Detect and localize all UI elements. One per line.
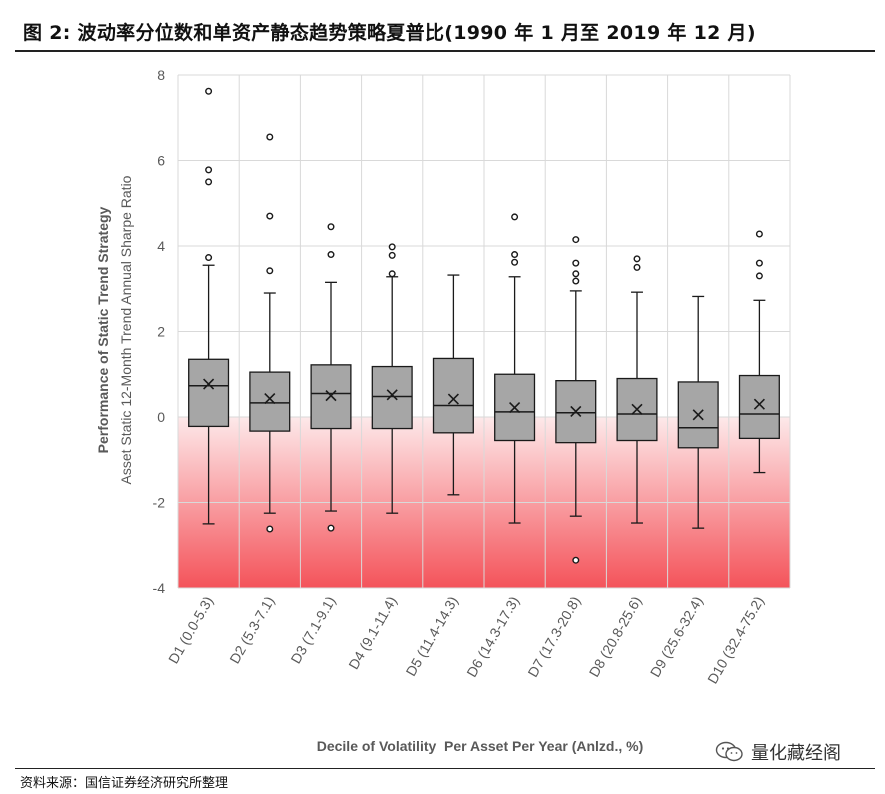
outlier-point — [572, 270, 580, 278]
outlier-point — [572, 236, 580, 244]
x-tick-label: D9 (25.6-32.4) — [647, 594, 706, 680]
outlier-point — [633, 263, 641, 271]
x-axis-label: Decile of Volatility Per Asset Per Year … — [317, 738, 644, 754]
gridlines — [177, 74, 791, 589]
y-axis-label-secondary: Asset Static 12-Month Trend Annual Sharp… — [118, 175, 134, 484]
outlier-point — [511, 213, 519, 221]
outlier-point — [388, 270, 396, 278]
box-series — [188, 87, 780, 564]
mean-marker — [753, 398, 765, 410]
mean-marker — [264, 393, 276, 405]
outlier-point — [205, 178, 213, 186]
outlier-point — [266, 133, 274, 141]
y-tick-label: 0 — [157, 409, 165, 425]
y-axis-label-primary: Performance of Static Trend Strategy — [95, 206, 111, 453]
outlier-point — [205, 166, 213, 174]
box-iqr — [188, 358, 230, 428]
y-tick-label: 2 — [157, 324, 165, 340]
y-tick-label: -4 — [153, 580, 166, 596]
x-tick-label: D1 (0.0-5.3) — [165, 594, 216, 667]
box-group — [432, 274, 474, 496]
box-iqr — [555, 380, 597, 444]
outlier-point — [205, 87, 213, 95]
mean-marker — [509, 402, 521, 414]
outlier-point — [388, 251, 396, 259]
outlier-point — [572, 259, 580, 267]
x-tick-label: D7 (17.3-20.8) — [524, 594, 583, 680]
y-tick-label: 8 — [157, 67, 165, 83]
box-iqr — [738, 374, 780, 440]
outlier-point — [755, 272, 763, 280]
watermark-text: 量化藏经阁 — [751, 743, 841, 764]
wechat-icon — [715, 741, 743, 762]
box-group — [555, 236, 597, 564]
mean-marker — [203, 378, 215, 390]
outlier-point — [755, 230, 763, 238]
outlier-point — [572, 556, 580, 564]
mean-marker — [570, 405, 582, 418]
box-iqr — [432, 357, 474, 434]
box-group — [677, 295, 719, 529]
footer-rule — [15, 768, 875, 769]
outlier-point — [755, 259, 763, 267]
outlier-point — [327, 251, 335, 259]
box-group — [738, 230, 780, 474]
outlier-point — [633, 255, 641, 263]
outlier-point — [327, 524, 335, 532]
outlier-point — [572, 277, 580, 285]
x-axis-ticks: D1 (0.0-5.3) D2 (5.3-7.1) D3 (7.1-9.1) D4 (… — [165, 594, 767, 687]
box-group — [310, 223, 352, 532]
x-tick-label: D3 (7.1-9.1) — [287, 594, 338, 667]
x-tick-label: D10 (32.4-75.2) — [704, 594, 767, 687]
x-tick-label: D8 (20.8-25.6) — [586, 594, 645, 680]
wechat-watermark: 量化藏经阁 — [715, 738, 841, 766]
outlier-point — [266, 212, 274, 220]
box-group — [188, 87, 230, 525]
box-iqr — [249, 371, 291, 432]
box-group — [494, 213, 536, 524]
x-tick-label: D4 (9.1-11.4) — [345, 594, 400, 673]
x-tick-label: D5 (11.4-14.3) — [403, 594, 461, 679]
mean-marker — [447, 393, 459, 405]
outlier-point — [327, 223, 335, 231]
outlier-point — [205, 254, 213, 262]
figure-header: 图 2: 波动率分位数和单资产静态趋势策略夏普比(1990 年 1 月至 201… — [15, 12, 875, 52]
y-axis-ticks: -4 -2 0 2 4 6 8 — [153, 67, 166, 596]
mean-marker — [692, 409, 704, 421]
outlier-point — [388, 243, 396, 251]
box-group — [371, 243, 413, 514]
box-iqr — [371, 365, 413, 430]
x-tick-label: D2 (5.3-7.1) — [226, 594, 277, 667]
y-tick-label: -2 — [153, 495, 166, 511]
source-note: 资料来源：国信证券经济研究所整理 — [20, 776, 229, 791]
mean-marker — [325, 390, 337, 402]
outlier-point — [511, 251, 519, 259]
outlier-point — [511, 258, 519, 266]
outlier-point — [266, 267, 274, 275]
box-group — [249, 133, 291, 533]
x-tick-label: D6 (14.3-17.3) — [463, 594, 522, 680]
box-group — [616, 255, 658, 524]
y-tick-label: 4 — [157, 238, 165, 254]
mean-marker — [386, 389, 398, 401]
y-tick-label: 6 — [157, 153, 165, 169]
figure-title: 图 2: 波动率分位数和单资产静态趋势策略夏普比(1990 年 1 月至 201… — [23, 22, 756, 44]
outlier-point — [266, 525, 274, 533]
mean-marker — [631, 403, 643, 415]
